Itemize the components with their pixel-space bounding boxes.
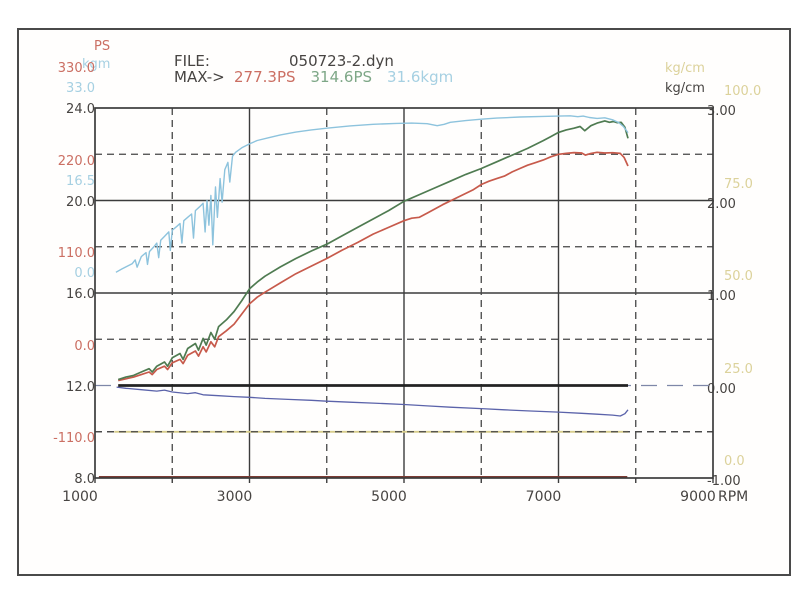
axis-label: 50.0 bbox=[724, 269, 753, 284]
axis-label: 330.0 bbox=[57, 61, 95, 76]
axis-label: 0.0 bbox=[724, 454, 745, 469]
axis-label: 1000 bbox=[62, 489, 98, 505]
series-torque bbox=[115, 115, 629, 273]
axis-label: 20.0 bbox=[66, 194, 95, 210]
axis-label: 5000 bbox=[371, 489, 407, 505]
plot-frame bbox=[94, 107, 714, 479]
axis-label: 110.0 bbox=[57, 246, 95, 261]
axis-label: 0.00 bbox=[707, 381, 736, 397]
axis-label: 8.0 bbox=[74, 472, 95, 487]
axis-label: 75.0 bbox=[724, 176, 753, 192]
axis-label: 1.00 bbox=[707, 289, 736, 304]
axis-label: 12.0 bbox=[66, 379, 95, 395]
axis-label: 3.00 bbox=[707, 104, 736, 119]
right-axis-unit-yellow: kg/cm bbox=[665, 61, 705, 76]
max-value-cyan: 31.6kgm bbox=[387, 68, 454, 86]
file-value: 050723-2.dyn bbox=[289, 52, 394, 70]
file-label: FILE: bbox=[174, 52, 210, 70]
axis-label: 33.0 bbox=[66, 81, 95, 96]
axis-label: -1.00 bbox=[707, 474, 741, 489]
axis-label: 3000 bbox=[216, 489, 253, 505]
x-axis-unit: RPM bbox=[718, 489, 749, 505]
max-value-red: 277.3PS bbox=[234, 68, 311, 86]
right-axis-unit-black: kg/cm bbox=[665, 81, 705, 96]
axis-label: 9000 bbox=[680, 489, 716, 505]
max-value-green: 314.6PS bbox=[310, 68, 388, 86]
left-axis-unit-ps: PS bbox=[94, 39, 111, 54]
series-power-corrected bbox=[117, 120, 629, 381]
axis-label: 2.00 bbox=[707, 196, 736, 212]
series-power-measured bbox=[118, 151, 629, 382]
axis-label: 0.0 bbox=[74, 338, 95, 354]
series-blue-ratio-trace bbox=[116, 386, 629, 417]
axis-label: 100.0 bbox=[724, 84, 762, 99]
max-values: 277.3PS 314.6PS 31.6kgm bbox=[234, 69, 453, 86]
left-axis-unit-kgm: kgm bbox=[82, 57, 111, 72]
axis-label: 24.0 bbox=[66, 102, 95, 117]
axis-label: 25.0 bbox=[724, 361, 753, 377]
axis-label: 16.0 bbox=[66, 287, 95, 302]
axis-label: -110.0 bbox=[53, 431, 95, 446]
axis-label: 16.5 bbox=[66, 173, 95, 189]
axis-label: 7000 bbox=[525, 489, 562, 505]
max-label: MAX-> bbox=[174, 68, 225, 86]
axis-label: 0.0 bbox=[74, 266, 95, 281]
axis-label: 220.0 bbox=[57, 153, 95, 169]
